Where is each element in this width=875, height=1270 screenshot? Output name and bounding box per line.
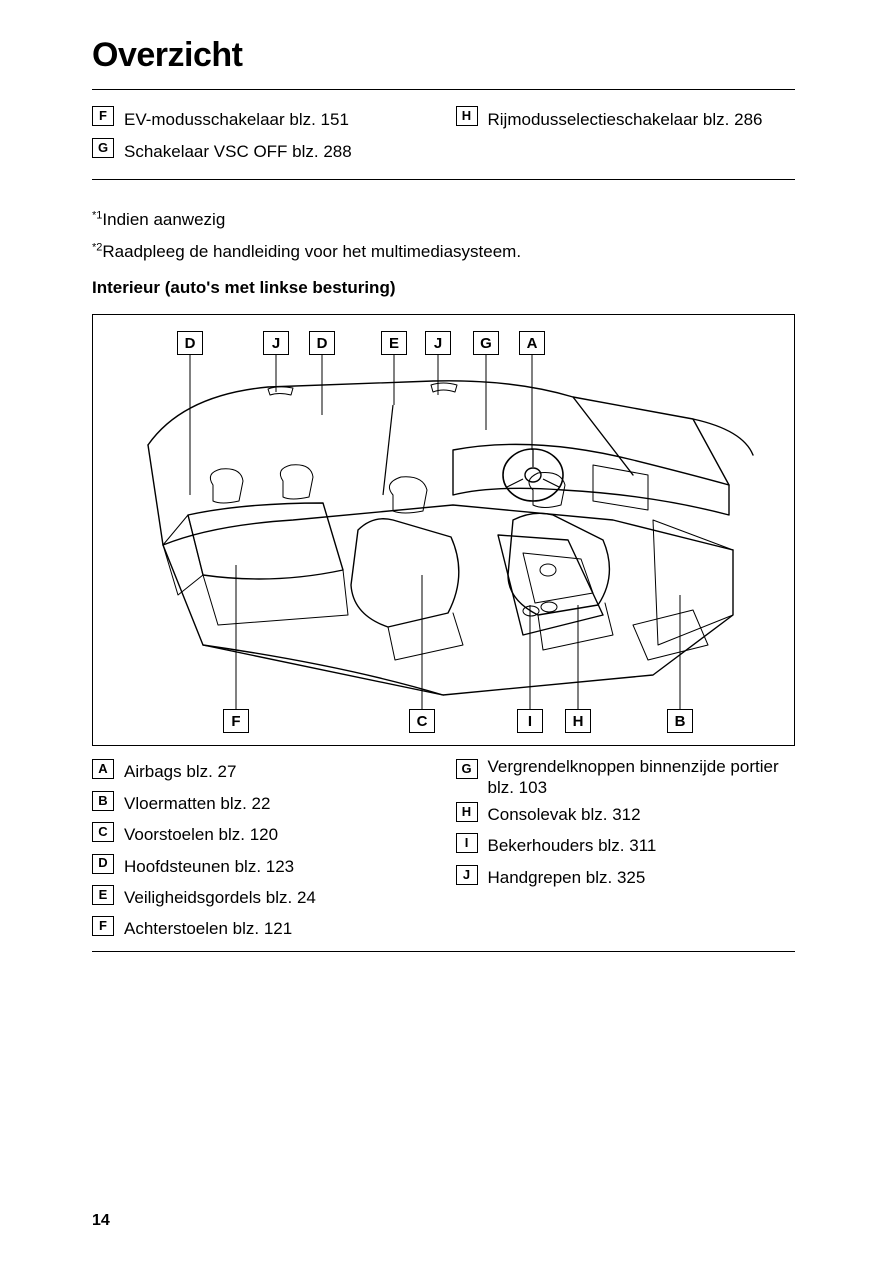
legend-text: Consolevak blz. 312 <box>488 799 641 830</box>
legend-item: B Vloermatten blz. 22 <box>92 788 432 819</box>
footnote: *2Raadpleeg de handleiding voor het mult… <box>92 236 795 268</box>
legend-text: Hoofdsteunen blz. 123 <box>124 851 294 882</box>
diagram-callout: I <box>517 709 543 733</box>
legend-item: E Veiligheidsgordels blz. 24 <box>92 882 432 913</box>
legend-item: I Bekerhouders blz. 311 <box>456 830 796 861</box>
legend-item: G Vergrendelknoppen binnenzijde portier b… <box>456 756 796 799</box>
letter-box: I <box>456 833 478 853</box>
legend-text: Vloermatten blz. 22 <box>124 788 270 819</box>
top-items-left: F EV-modusschakelaar blz. 151 G Schakelaar … <box>92 104 432 169</box>
legend-item: J Handgrepen blz. 325 <box>456 862 796 893</box>
legend-item: F EV-modusschakelaar blz. 151 <box>92 104 432 136</box>
footnotes: *1Indien aanwezig*2Raadpleeg de handleid… <box>92 180 795 269</box>
letter-box: C <box>92 822 114 842</box>
diagram-callout: G <box>473 331 499 355</box>
legend-text: Achterstoelen blz. 121 <box>124 913 292 944</box>
diagram-callout: J <box>425 331 451 355</box>
legend-item: F Achterstoelen blz. 121 <box>92 913 432 944</box>
diagram-callout: H <box>565 709 591 733</box>
letter-box: H <box>456 802 478 822</box>
letter-box: A <box>92 759 114 779</box>
legend-item: A Airbags blz. 27 <box>92 756 432 787</box>
legend-text: Rijmodusselectieschakelaar blz. 286 <box>488 104 763 136</box>
letter-box: D <box>92 854 114 874</box>
diagram-callout: D <box>177 331 203 355</box>
letter-box: H <box>456 106 478 126</box>
legend-item: G Schakelaar VSC OFF blz. 288 <box>92 136 432 168</box>
diagram-callout: J <box>263 331 289 355</box>
letter-box: E <box>92 885 114 905</box>
page-title: Overzicht <box>92 36 795 75</box>
legend-text: Vergrendelknoppen binnenzijde portier bl… <box>488 756 796 799</box>
diagram-callout: E <box>381 331 407 355</box>
top-items-grid: F EV-modusschakelaar blz. 151 G Schakelaar … <box>92 90 795 179</box>
legend-text: Bekerhouders blz. 311 <box>488 830 657 861</box>
page-number: 14 <box>92 1212 795 1230</box>
legend-item: H Consolevak blz. 312 <box>456 799 796 830</box>
diagram-callout: C <box>409 709 435 733</box>
letter-box: G <box>456 759 478 779</box>
legend-text: Veiligheidsgordels blz. 24 <box>124 882 316 913</box>
diagram-callout: A <box>519 331 545 355</box>
footnote: *1Indien aanwezig <box>92 204 795 236</box>
diagram-callout: D <box>309 331 335 355</box>
rule-after-legend <box>92 951 795 952</box>
legend-item: D Hoofdsteunen blz. 123 <box>92 851 432 882</box>
diagram-callout: B <box>667 709 693 733</box>
legend-text: Voorstoelen blz. 120 <box>124 819 278 850</box>
legend-text: Schakelaar VSC OFF blz. 288 <box>124 136 352 168</box>
letter-box: G <box>92 138 114 158</box>
legend-text: EV-modusschakelaar blz. 151 <box>124 104 349 136</box>
letter-box: F <box>92 106 114 126</box>
legend-right: G Vergrendelknoppen binnenzijde portier b… <box>456 756 796 945</box>
diagram-callout: F <box>223 709 249 733</box>
legend-item: H Rijmodusselectieschakelaar blz. 286 <box>456 104 796 136</box>
legend-text: Airbags blz. 27 <box>124 756 236 787</box>
interior-diagram: DJDEJGAFCIHB <box>92 314 795 746</box>
section-title: Interieur (auto's met linkse besturing) <box>92 278 795 298</box>
letter-box: F <box>92 916 114 936</box>
legend-left: A Airbags blz. 27 B Vloermatten blz. 22 C Voo… <box>92 756 432 945</box>
letter-box: B <box>92 791 114 811</box>
legend-grid: A Airbags blz. 27 B Vloermatten blz. 22 C Voo… <box>92 746 795 951</box>
legend-item: C Voorstoelen blz. 120 <box>92 819 432 850</box>
legend-text: Handgrepen blz. 325 <box>488 862 646 893</box>
letter-box: J <box>456 865 478 885</box>
top-items-right: H Rijmodusselectieschakelaar blz. 286 <box>456 104 796 169</box>
